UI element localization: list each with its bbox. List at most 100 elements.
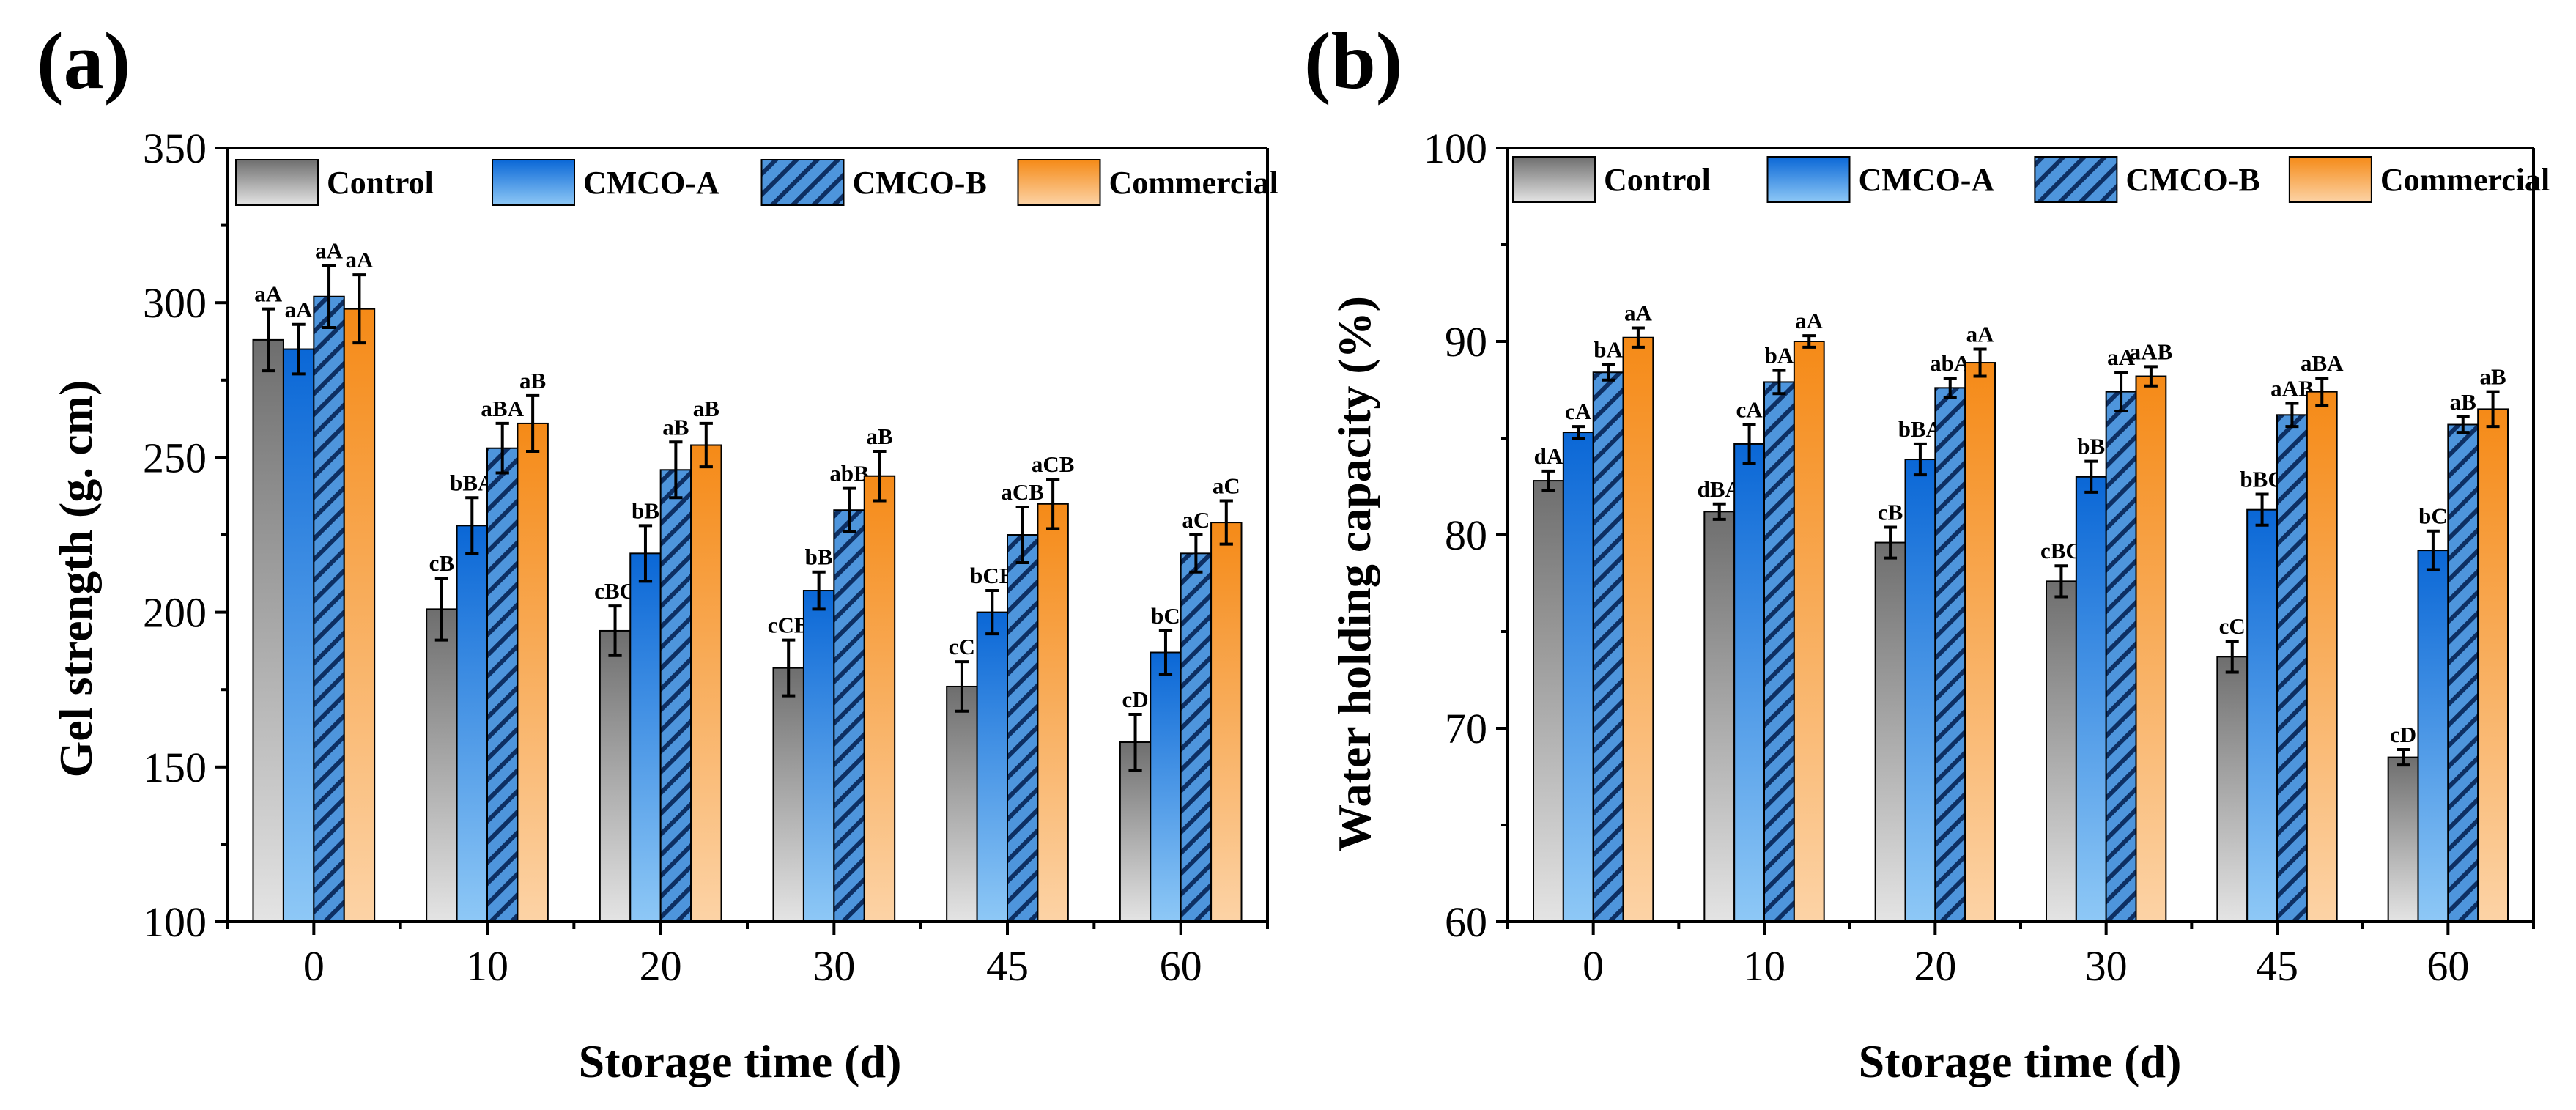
significance-label-b: dA [1534,443,1563,469]
bar-a-commercial-60 [1210,522,1243,922]
error-bar-a [699,421,713,469]
x-tick-label-a: 60 [1160,942,1202,990]
significance-label-b: cB [1878,499,1903,525]
bar-a-control-20 [599,629,632,922]
bar-b-commercial-30 [2135,375,2167,922]
error-bar-b [1742,423,1756,465]
bar-b-control-10 [1703,511,1736,922]
panel-label-a: (a) [37,16,130,106]
legend-swatch-b-cmco-b [2034,156,2118,203]
error-bar-a [782,638,796,698]
panel-a: (a) Storage time (d) Gel strength (g. cm… [37,16,1278,1087]
bar-a-commercial-45 [1037,503,1069,922]
legend-label-b-commercial: Commercial [2380,162,2550,198]
significance-label-b: bC [2418,503,2448,529]
significance-label-a: aC [1182,507,1210,533]
bar-a-cmco-b-45 [1007,534,1039,922]
error-bar-b [2225,640,2239,674]
bar-b-cmco-a-30 [2075,476,2107,922]
bar-a-control-10 [426,608,458,922]
error-bar-b [2084,459,2098,494]
panel-label-b: (b) [1304,16,1402,106]
bar-a-commercial-20 [690,444,722,922]
significance-label-a: aB [693,396,719,421]
x-tick-label-a: 0 [303,942,325,990]
error-bar-a [1158,629,1173,676]
error-bar-a [1015,505,1029,565]
bar-b-cmco-a-60 [2417,550,2449,922]
x-tick-label-a: 30 [813,942,855,990]
bar-b-commercial-60 [2477,408,2509,922]
significance-label-b: aA [1624,300,1653,326]
error-bar-a [292,322,306,376]
legend-swatch-a-control [235,159,319,206]
bar-b-cmco-a-45 [2246,508,2279,922]
error-bar-a [495,421,509,475]
significance-label-b: aA [2107,344,2136,370]
bar-b-control-0 [1533,480,1564,922]
legend-label-a-control: Control [327,165,434,201]
error-bar-b [2426,529,2440,571]
bar-b-control-45 [2216,656,2249,922]
bar-a-commercial-0 [343,308,376,922]
y-axis-label-b: Water holding capacity (%) [1328,296,1380,851]
x-tick-label-a: 10 [466,942,508,990]
significance-label-b: aAB [2130,338,2173,364]
bar-b-cmco-a-20 [1904,459,1936,922]
significance-label-b: aB [2450,389,2476,415]
y-tick-label-b: 80 [1445,511,1487,559]
legend-swatch-b-cmco-a [1766,156,1851,203]
significance-label-a: aA [315,238,344,264]
error-bar-b [1973,347,1987,378]
y-tick-label-b: 90 [1445,318,1487,366]
error-bar-b [2397,748,2410,767]
bar-b-cmco-b-20 [1934,387,1966,922]
significance-label-a: bB [632,497,659,523]
legend-label-a-commercial: Commercial [1109,165,1278,201]
significance-label-b: bB [2077,434,2105,459]
significance-label-a: cBC [594,578,636,604]
error-bar-b [1943,377,1957,399]
x-tick-label-a: 20 [640,942,682,990]
legend-swatch-a-cmco-a [492,159,575,206]
legend-label-b-cmco-a: CMCO-A [1859,162,1995,198]
error-bar-b [1631,326,1645,349]
significance-label-b: cA [1565,399,1592,424]
error-bar-b [2054,564,2068,599]
x-tick-label-b: 60 [2427,942,2469,990]
significance-label-b: aA [1795,308,1824,333]
error-bar-b [1541,469,1555,492]
error-bar-a [1189,533,1203,574]
x-tick-label-b: 0 [1583,942,1604,990]
error-bar-b [2114,371,2128,413]
y-tick-label-a: 250 [143,434,207,481]
bar-a-cmco-b-20 [659,469,692,922]
error-bar-a [669,440,683,500]
y-tick-label-b: 60 [1445,898,1487,946]
panel-b: (b) Storage time (d) Water holding capac… [1304,16,2550,1087]
error-bar-b [1884,525,1898,560]
significance-label-a: aA [254,281,283,307]
bar-a-cmco-a-10 [456,525,488,922]
bar-a-cmco-a-45 [976,611,1009,922]
error-bar-a [842,486,856,533]
legend-a: Control CMCO-A CMCO-B Commercial [235,159,1278,206]
y-axis-label-a: Gel strength (g. cm) [50,380,102,778]
y-tick-label-a: 350 [143,125,207,172]
significance-label-a: bC [1151,603,1180,629]
error-bar-a [873,449,887,503]
significance-label-b: cBC [2040,538,2082,563]
bar-a-cmco-a-30 [802,590,835,922]
bar-b-commercial-10 [1793,341,1825,922]
y-tick-label-a: 200 [143,589,207,637]
y-tick-label-a: 100 [143,898,207,946]
error-bar-a [1046,477,1060,530]
bar-a-commercial-30 [863,475,896,922]
bar-a-cmco-a-0 [282,348,315,922]
error-bar-b [2456,415,2470,434]
bar-b-commercial-0 [1622,336,1654,923]
x-axis-label-a: Storage time (d) [579,1035,902,1087]
error-bar-b [1913,442,1927,477]
